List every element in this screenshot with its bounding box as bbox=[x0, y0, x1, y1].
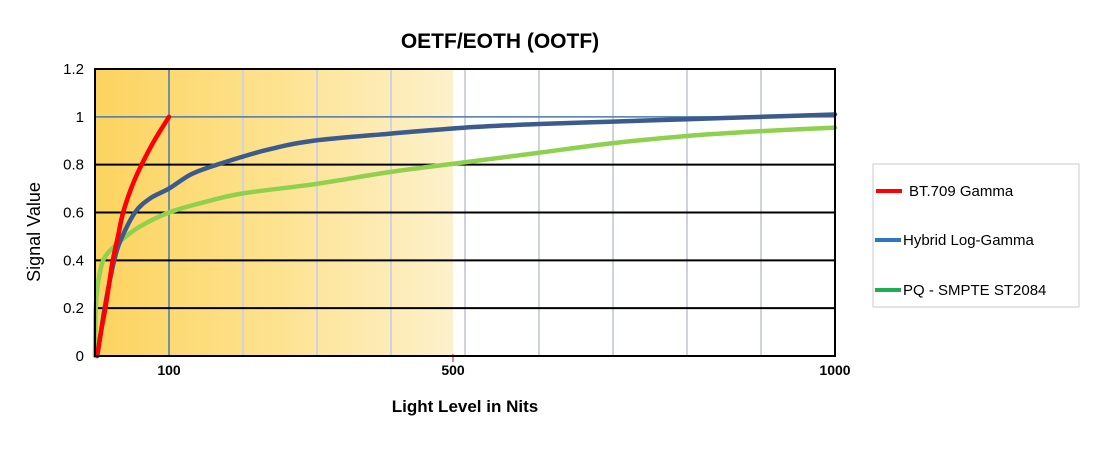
y-tick-label: 0.8 bbox=[63, 157, 84, 174]
x-tick-label: 500 bbox=[441, 362, 465, 378]
series-lines bbox=[92, 112, 838, 359]
x-tick-label: 100 bbox=[157, 362, 181, 378]
y-tick-label: 0.2 bbox=[63, 300, 84, 317]
y-tick-label: 0.4 bbox=[63, 252, 84, 269]
x-axis-label: Light Level in Nits bbox=[392, 397, 538, 416]
legend-label: BT.709 Gamma bbox=[909, 183, 1014, 200]
series-line-0 bbox=[94, 114, 172, 359]
y-tick-label: 1 bbox=[76, 109, 84, 126]
x-tick-label: 1000 bbox=[819, 362, 850, 378]
y-tick-label: 0 bbox=[76, 348, 84, 365]
chart-title: OETF/EOTH (OOTF) bbox=[401, 30, 599, 53]
legend-box bbox=[872, 163, 1080, 308]
x-tick-labels: 100 500 1000 bbox=[157, 362, 850, 378]
legend-label: PQ - SMPTE ST2084 bbox=[903, 282, 1046, 299]
legend-label: Hybrid Log-Gamma bbox=[903, 232, 1035, 249]
y-axis-label: Signal Value bbox=[24, 182, 44, 282]
y-tick-labels: 0 0.2 0.4 0.6 0.8 1 1.2 bbox=[63, 61, 84, 365]
series-line-2 bbox=[92, 125, 838, 359]
legend: BT.709 Gamma Hybrid Log-Gamma PQ - SMPTE S… bbox=[872, 163, 1080, 308]
y-tick-label: 0.6 bbox=[63, 205, 84, 222]
plot-frame bbox=[94, 68, 836, 357]
y-tick-label: 1.2 bbox=[63, 61, 84, 78]
